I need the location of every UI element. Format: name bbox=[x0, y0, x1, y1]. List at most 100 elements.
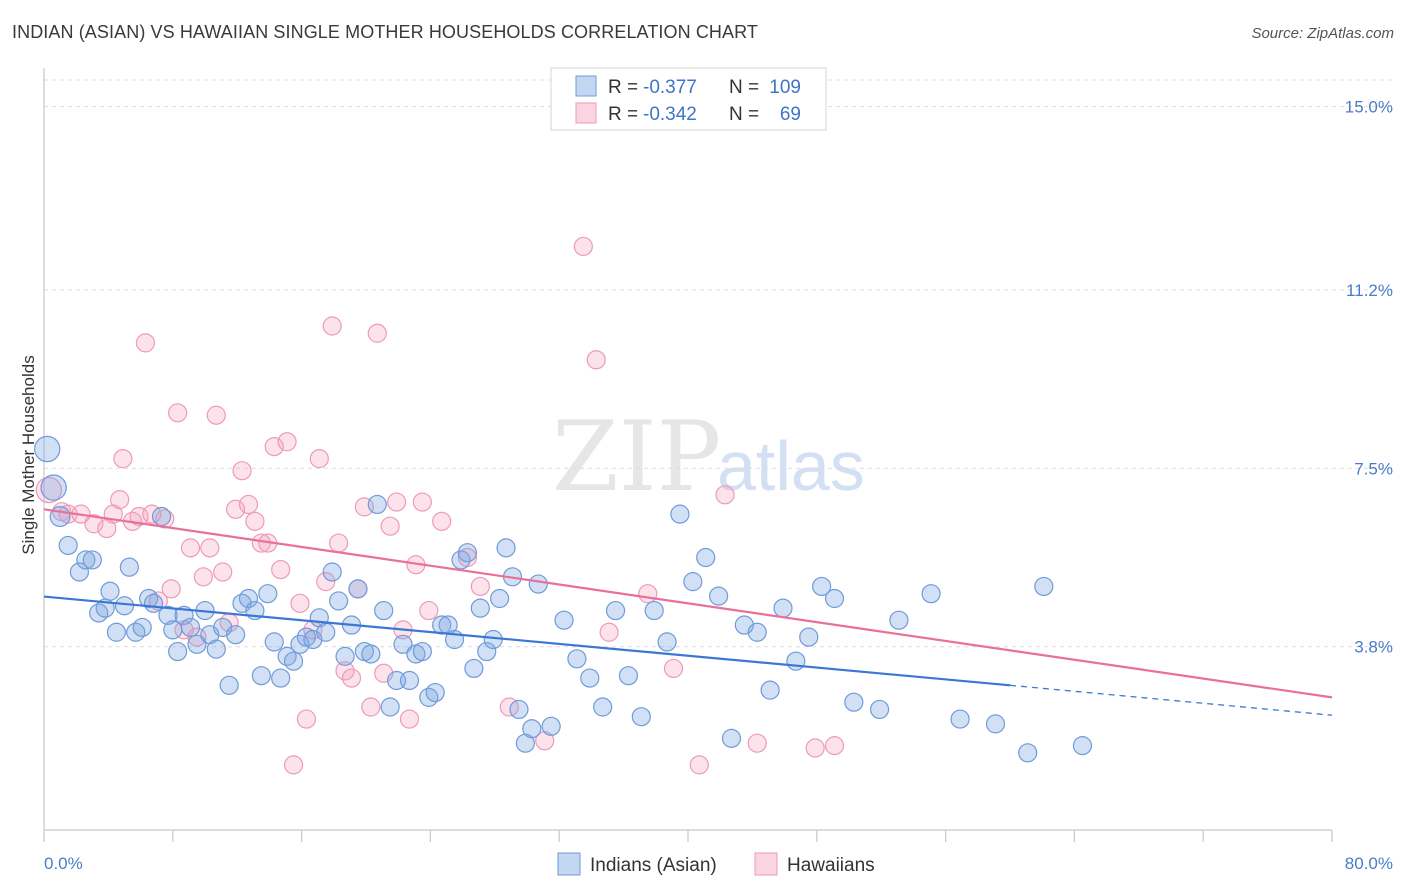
point-indians-asian bbox=[206, 639, 226, 659]
point-indians-asian bbox=[367, 494, 387, 515]
y-tick-label: 11.2% bbox=[1346, 281, 1393, 300]
point-indians-asian bbox=[950, 709, 970, 729]
point-indians-asian bbox=[812, 576, 832, 597]
point-indians-asian bbox=[477, 641, 497, 662]
point-hawaiians bbox=[386, 492, 407, 512]
point-indians-asian bbox=[251, 666, 271, 686]
x-tick-label-max: 80.0% bbox=[1345, 854, 1393, 873]
point-hawaiians bbox=[168, 403, 188, 423]
point-hawaiians bbox=[135, 333, 156, 353]
point-hawaiians bbox=[573, 236, 593, 257]
point-indians-asian bbox=[151, 506, 172, 527]
point-indians-asian bbox=[132, 617, 152, 638]
legend-bottom-label-hawaiians: Hawaiians bbox=[787, 855, 875, 876]
point-hawaiians bbox=[296, 709, 317, 729]
point-indians-asian bbox=[799, 627, 819, 647]
point-indians-asian bbox=[708, 586, 729, 606]
point-hawaiians bbox=[341, 668, 362, 688]
point-indians-asian bbox=[490, 588, 510, 609]
point-indians-asian bbox=[889, 610, 909, 630]
legend-r-value-2: -0.342 bbox=[643, 104, 697, 125]
point-hawaiians bbox=[805, 738, 825, 758]
point-hawaiians bbox=[225, 499, 246, 519]
point-hawaiians bbox=[747, 733, 767, 753]
point-indians-asian bbox=[180, 617, 201, 638]
point-hawaiians bbox=[238, 494, 259, 515]
point-indians-asian bbox=[106, 622, 127, 642]
point-hawaiians bbox=[35, 476, 63, 504]
point-indians-asian bbox=[554, 610, 574, 630]
point-indians-asian bbox=[114, 596, 135, 616]
point-indians-asian bbox=[657, 632, 677, 652]
point-hawaiians bbox=[361, 697, 381, 717]
legend-swatch-blue bbox=[575, 75, 597, 97]
point-hawaiians bbox=[412, 492, 432, 512]
axes bbox=[43, 68, 1333, 842]
point-indians-asian bbox=[773, 598, 793, 618]
series-hawaiians bbox=[35, 236, 845, 775]
legend-n-value-2: 69 bbox=[780, 104, 801, 125]
point-indians-asian bbox=[187, 634, 207, 654]
point-indians-asian bbox=[696, 547, 716, 568]
legend-top: R = -0.377 N = 109 R = -0.342 N = 69 bbox=[550, 67, 827, 131]
point-indians-asian bbox=[119, 557, 139, 577]
legend-bottom-swatch-pink bbox=[754, 852, 778, 876]
point-hawaiians bbox=[335, 661, 355, 681]
point-indians-asian bbox=[264, 632, 284, 652]
point-indians-asian bbox=[470, 598, 490, 618]
point-hawaiians bbox=[419, 600, 439, 621]
point-hawaiians bbox=[638, 584, 658, 604]
trendline-blue-extension bbox=[1009, 684, 1333, 716]
point-hawaiians bbox=[245, 511, 265, 531]
point-hawaiians bbox=[200, 538, 220, 558]
point-hawaiians bbox=[206, 405, 226, 425]
point-indians-asian bbox=[747, 622, 767, 642]
point-hawaiians bbox=[824, 736, 845, 756]
point-indians-asian bbox=[985, 714, 1006, 734]
point-hawaiians bbox=[180, 538, 201, 558]
point-hawaiians bbox=[322, 316, 342, 336]
point-indians-asian bbox=[1018, 743, 1038, 763]
point-indians-asian bbox=[631, 707, 651, 727]
point-hawaiians bbox=[470, 576, 490, 597]
point-hawaiians bbox=[283, 755, 304, 775]
point-hawaiians bbox=[232, 461, 252, 481]
legend-bottom-swatch-blue bbox=[557, 852, 581, 876]
point-indians-asian bbox=[760, 680, 780, 700]
y-axis-title: Single Mother Households bbox=[19, 355, 38, 554]
point-hawaiians bbox=[715, 485, 735, 505]
legend-r-label-1: R = bbox=[608, 77, 638, 98]
point-indians-asian bbox=[40, 474, 67, 501]
point-hawaiians bbox=[309, 449, 329, 469]
point-hawaiians bbox=[193, 567, 213, 587]
point-indians-asian bbox=[374, 600, 394, 621]
point-indians-asian bbox=[168, 641, 188, 662]
point-indians-asian bbox=[786, 651, 806, 671]
point-indians-asian bbox=[869, 699, 890, 720]
point-indians-asian bbox=[721, 728, 742, 748]
point-indians-asian bbox=[824, 588, 845, 609]
y-tick-label: 15.0% bbox=[1345, 98, 1393, 117]
point-indians-asian bbox=[593, 697, 613, 717]
point-indians-asian bbox=[451, 550, 471, 570]
point-hawaiians bbox=[329, 533, 349, 553]
point-indians-asian bbox=[158, 605, 178, 625]
point-indians-asian bbox=[670, 504, 690, 524]
point-indians-asian bbox=[618, 666, 639, 686]
point-hawaiians bbox=[432, 511, 452, 531]
point-hawaiians bbox=[271, 559, 291, 580]
point-indians-asian bbox=[580, 668, 600, 688]
point-indians-asian bbox=[399, 670, 420, 691]
chart-title: INDIAN (ASIAN) VS HAWAIIAN SINGLE MOTHER… bbox=[12, 22, 758, 42]
legend-bottom-label-indians: Indians (Asian) bbox=[590, 855, 717, 876]
legend-r-value-1: -0.377 bbox=[643, 77, 697, 98]
point-hawaiians bbox=[380, 516, 400, 536]
point-indians-asian bbox=[605, 600, 626, 621]
point-indians-asian bbox=[76, 550, 96, 570]
point-indians-asian bbox=[457, 543, 478, 563]
point-hawaiians bbox=[663, 658, 684, 679]
point-hawaiians bbox=[316, 572, 336, 592]
point-indians-asian bbox=[844, 692, 864, 712]
point-hawaiians bbox=[367, 323, 387, 343]
point-indians-asian bbox=[464, 658, 484, 679]
